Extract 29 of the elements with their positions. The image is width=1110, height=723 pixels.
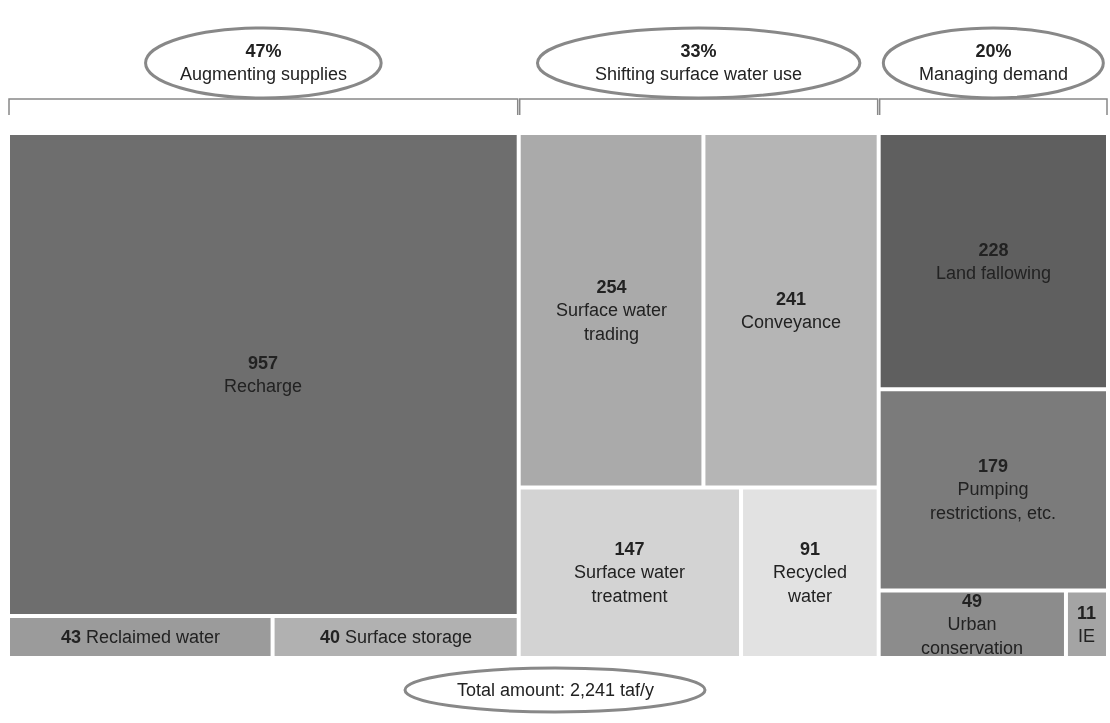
text: Augmenting supplies [180,64,348,85]
category-label: Reclaimed water [86,627,221,647]
data-label: 957 [248,353,279,373]
category-label: Conveyance [741,312,842,333]
category-label: Pumping restrictions, etc. [930,479,1057,523]
category-label: Surface water trading [556,300,668,344]
category-label: Urban conservation [921,614,1024,658]
data-label: 147 [614,539,645,559]
data-label: 40 [320,627,341,647]
data-label: 241 [776,289,807,309]
text: 33% [680,41,717,61]
text: Managing demand [919,64,1069,85]
data-label: 91 [800,539,821,559]
text: Total amount: 2,241 taf/y [457,680,655,700]
data-label: 11 [1077,603,1097,623]
text: Shifting surface water use [595,64,803,85]
data-label: 179 [978,456,1009,476]
data-label: 49 [962,591,983,611]
data-label: 43 [61,627,82,647]
category-label: Surface water treatment [574,562,686,606]
category-label: Recharge [224,376,303,397]
data-label: 228 [978,240,1009,260]
category-label: Land fallowing [936,263,1052,284]
text: 20% [975,41,1012,61]
category-label: IE [1078,626,1096,647]
data-label: 254 [596,277,627,297]
category-label: Surface storage [345,627,473,647]
category-label: Recycled water [773,562,848,606]
text: 47% [245,41,282,61]
